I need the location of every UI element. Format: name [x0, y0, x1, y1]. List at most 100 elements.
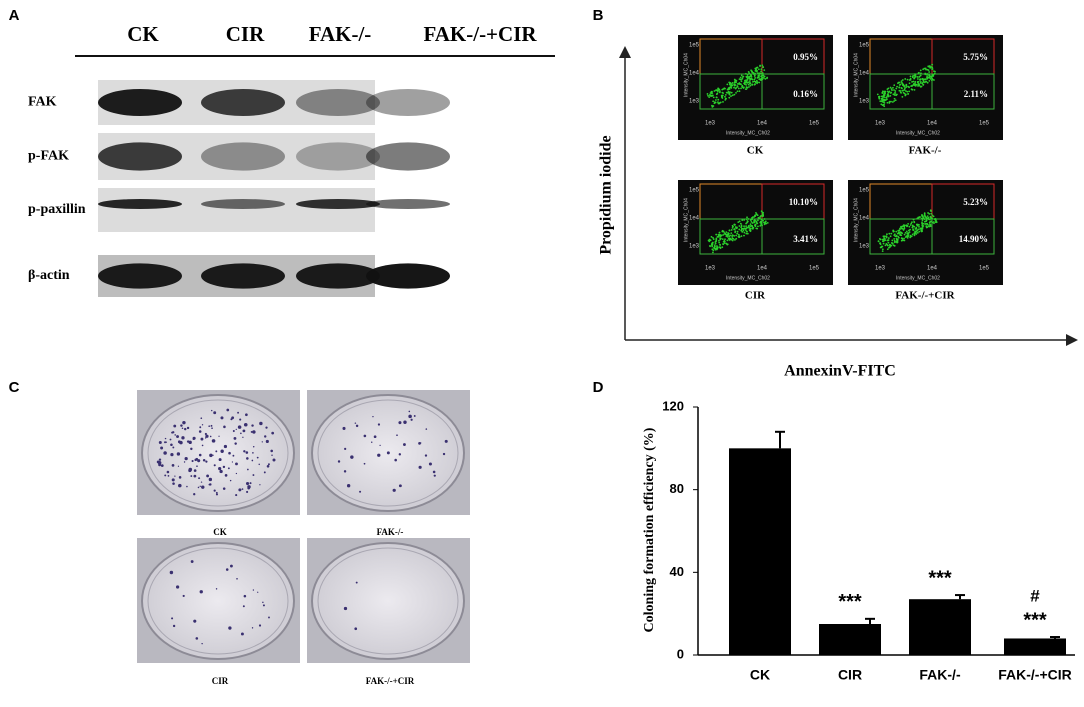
event-dot [897, 82, 899, 85]
event-dot [746, 73, 749, 76]
colony [346, 484, 351, 488]
event-dot [927, 212, 929, 214]
event-dot [715, 89, 717, 91]
event-dot [763, 218, 766, 220]
event-dot [725, 97, 727, 100]
event-dot [760, 218, 763, 221]
colony [198, 430, 202, 433]
event-dot [896, 85, 899, 88]
label: CK [747, 145, 764, 157]
event-dot [729, 86, 732, 89]
event-dot [734, 79, 736, 82]
event-dot [915, 233, 918, 235]
event-dot [755, 79, 758, 82]
plot-tick: 1e3 [705, 121, 716, 127]
colony [200, 481, 203, 483]
event-dot [734, 228, 736, 230]
event-dot [730, 232, 733, 235]
colony [166, 470, 170, 474]
colony [261, 441, 263, 443]
event-dot [737, 87, 740, 90]
colony [213, 489, 216, 492]
event-dot [743, 219, 746, 221]
colony [410, 418, 413, 421]
colony [172, 446, 175, 449]
event-dot [743, 231, 746, 234]
flow-plot [848, 180, 1003, 285]
plot-tick: 1e4 [689, 71, 700, 77]
event-dot [722, 101, 724, 103]
colony [218, 435, 220, 437]
event-dot [928, 221, 931, 224]
colony [242, 429, 246, 433]
colony [241, 488, 244, 490]
event-dot [724, 95, 726, 98]
event-dot [926, 75, 928, 77]
event-dot [904, 94, 907, 97]
colony [218, 466, 222, 471]
event-dot [901, 95, 904, 98]
event-dot [926, 217, 928, 219]
event-dot [731, 234, 734, 237]
event-dot [764, 78, 767, 80]
colony [354, 627, 358, 631]
significance: *** [928, 567, 952, 589]
event-dot [883, 237, 886, 240]
event-dot [895, 230, 898, 233]
event-dot [893, 89, 895, 91]
colony [211, 409, 213, 412]
event-dot [880, 245, 883, 248]
event-dot [717, 98, 720, 101]
event-dot [916, 81, 919, 84]
event-dot [919, 85, 922, 88]
event-dot [756, 214, 759, 217]
event-dot [762, 66, 764, 68]
colony [176, 452, 181, 456]
event-dot [913, 77, 916, 80]
event-dot [726, 239, 729, 242]
event-dot [904, 78, 907, 80]
colony [213, 464, 216, 467]
colony [258, 624, 262, 627]
label: AnnexinV-FITC [784, 363, 896, 380]
colony [223, 444, 228, 449]
colony [177, 465, 180, 467]
event-dot [718, 91, 721, 94]
colony [200, 437, 204, 441]
event-dot [878, 238, 881, 240]
colony [343, 470, 347, 473]
event-dot [718, 88, 721, 91]
colony [270, 449, 273, 453]
event-dot [719, 244, 722, 246]
event-dot [753, 221, 756, 224]
event-dot [730, 85, 733, 87]
event-dot [886, 101, 889, 104]
colony [164, 437, 167, 440]
event-dot [766, 222, 769, 224]
colony [425, 428, 428, 430]
event-dot [920, 217, 923, 220]
event-dot [743, 234, 745, 237]
event-dot [752, 80, 754, 83]
band [201, 142, 285, 171]
colony [373, 435, 377, 439]
colony [257, 591, 259, 593]
event-dot [754, 77, 757, 79]
colony [219, 469, 223, 474]
flow-plot [848, 35, 1003, 140]
colony [181, 427, 184, 430]
colony [271, 431, 275, 435]
event-dot [724, 87, 726, 90]
event-dot [922, 222, 925, 225]
event-dot [906, 232, 909, 235]
plot-tick: 1e4 [927, 121, 938, 127]
colony [215, 450, 218, 453]
colony [242, 605, 245, 608]
event-dot [934, 217, 937, 220]
event-dot [900, 80, 903, 83]
event-dot [731, 239, 734, 242]
event-dot [913, 88, 916, 91]
plot-tick: 1e5 [859, 43, 870, 49]
event-dot [931, 221, 934, 224]
event-dot [911, 88, 914, 91]
